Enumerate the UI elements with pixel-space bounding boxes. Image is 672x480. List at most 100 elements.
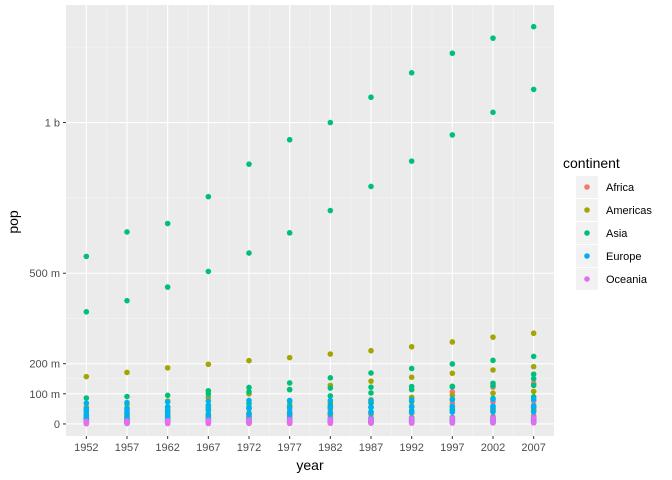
data-point xyxy=(83,408,90,415)
data-point xyxy=(490,334,496,340)
data-point xyxy=(327,351,334,357)
data-point xyxy=(368,384,374,390)
series-oceania xyxy=(83,414,537,427)
data-point xyxy=(164,365,171,371)
data-point xyxy=(83,395,90,401)
data-point xyxy=(449,361,456,367)
data-point xyxy=(449,392,456,399)
data-point xyxy=(124,399,130,406)
x-tick-label: 2002 xyxy=(481,442,505,454)
data-point xyxy=(246,420,252,426)
data-point xyxy=(449,415,456,422)
data-point xyxy=(368,420,374,426)
y-axis-title: pop xyxy=(5,210,21,234)
data-point xyxy=(83,253,90,260)
legend-label-americas: Americas xyxy=(606,205,652,217)
data-point xyxy=(327,409,334,416)
data-point xyxy=(530,86,537,93)
data-point xyxy=(164,411,171,418)
data-point xyxy=(327,393,334,399)
data-point xyxy=(83,309,90,315)
data-point xyxy=(83,412,90,419)
legend-label-oceania: Oceania xyxy=(606,274,648,286)
x-tick-label: 1962 xyxy=(155,442,179,454)
data-point xyxy=(368,378,374,384)
data-point xyxy=(327,207,334,214)
data-point xyxy=(83,400,90,406)
data-point xyxy=(490,419,496,426)
legend-label-africa: Africa xyxy=(606,182,635,194)
legend-label-asia: Asia xyxy=(606,228,628,240)
data-point xyxy=(286,354,293,361)
data-point xyxy=(124,297,130,304)
x-tick-label: 2007 xyxy=(521,442,545,454)
x-tick-label: 1952 xyxy=(74,442,98,454)
data-point xyxy=(408,415,415,422)
data-point xyxy=(246,397,252,404)
x-tick-label: 1977 xyxy=(277,442,301,454)
data-point xyxy=(124,412,130,418)
data-point xyxy=(286,380,293,386)
data-point xyxy=(530,408,537,415)
legend-title: continent xyxy=(563,155,620,171)
data-point xyxy=(449,420,456,426)
y-tick-label: 100 m xyxy=(29,389,60,401)
data-point xyxy=(327,405,334,411)
data-point xyxy=(368,416,374,422)
data-point xyxy=(490,357,496,364)
data-point xyxy=(490,367,496,373)
data-point xyxy=(408,70,415,76)
data-point xyxy=(408,365,415,372)
data-point xyxy=(449,370,456,377)
data-point xyxy=(530,403,537,409)
data-point xyxy=(124,393,130,400)
data-point xyxy=(246,384,252,391)
x-tick-label: 1987 xyxy=(359,442,383,454)
legend: continent Africa Americas Asia Europe Oceani… xyxy=(563,155,652,290)
data-point xyxy=(490,403,496,410)
data-point xyxy=(246,388,252,395)
data-point xyxy=(124,420,130,427)
data-point xyxy=(205,398,212,404)
data-point xyxy=(246,405,252,412)
data-point xyxy=(368,397,374,404)
data-point xyxy=(327,119,334,126)
data-point xyxy=(449,384,456,390)
data-point xyxy=(530,353,537,360)
data-point xyxy=(490,390,496,397)
data-point xyxy=(246,357,252,364)
data-point xyxy=(124,229,130,235)
data-point xyxy=(205,420,212,426)
data-point xyxy=(490,382,496,389)
data-point xyxy=(327,397,334,404)
data-point xyxy=(449,132,456,138)
data-point xyxy=(530,419,537,426)
data-point xyxy=(530,363,537,370)
data-point xyxy=(205,268,212,275)
data-point xyxy=(327,420,334,426)
x-axis: 1952 1957 1962 1967 1972 1977 1982 1987 1992 1997… xyxy=(74,436,546,454)
data-point xyxy=(449,50,456,57)
data-point xyxy=(408,374,415,381)
x-axis-title: year xyxy=(296,457,324,473)
data-point xyxy=(164,406,171,413)
data-point xyxy=(327,375,334,381)
data-point xyxy=(368,370,374,376)
data-point xyxy=(530,414,537,421)
data-point xyxy=(530,23,537,30)
data-point xyxy=(164,220,171,227)
data-point xyxy=(408,158,415,164)
data-point xyxy=(449,409,456,415)
data-point xyxy=(408,386,415,393)
x-tick-label: 1972 xyxy=(237,442,261,454)
legend-key-africa xyxy=(584,184,590,190)
y-tick-label: 1 b xyxy=(45,118,60,130)
legend-label-europe: Europe xyxy=(606,251,641,263)
major-gridlines xyxy=(66,5,554,436)
data-point xyxy=(530,375,537,382)
data-point xyxy=(368,390,374,396)
x-tick-label: 1992 xyxy=(399,442,423,454)
data-point xyxy=(164,392,171,399)
data-point xyxy=(205,406,212,412)
